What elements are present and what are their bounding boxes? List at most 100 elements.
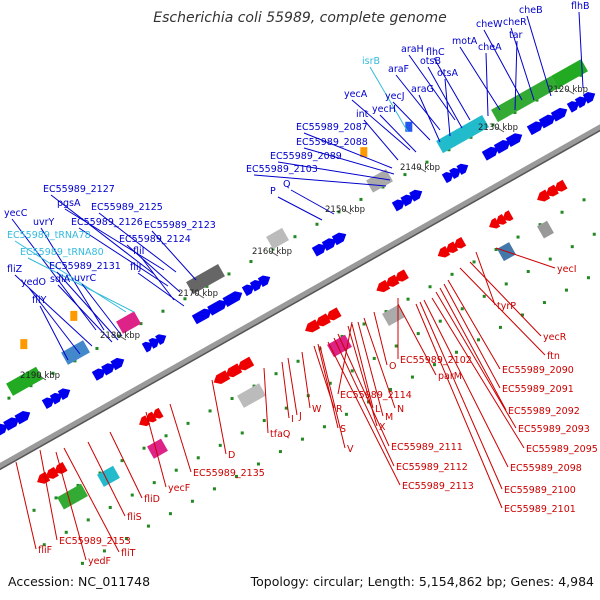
gene-feature[interactable] [321,238,337,251]
gene-label-forward[interactable]: otsB [420,56,441,67]
gene-feature[interactable] [41,397,55,409]
gene-label-reverse[interactable]: L [375,404,381,415]
gene-label-forward[interactable]: fliJ [130,262,141,273]
gene-label-forward[interactable]: EC55989_2088 [296,137,368,148]
gene-feature[interactable] [456,163,469,175]
gene-label-reverse[interactable]: EC55989_2093 [518,424,590,435]
gene-label-reverse[interactable]: yecF [168,483,190,494]
analysis-block[interactable] [382,304,405,327]
gene-label-forward[interactable]: cheR [503,17,527,28]
gene-label-forward[interactable]: int [356,109,369,120]
analysis-block[interactable] [97,465,120,487]
gene-label-reverse[interactable]: EC55989_2135 [193,468,265,479]
gene-feature[interactable] [148,337,160,349]
gene-feature[interactable] [257,275,271,288]
gene-feature[interactable] [554,179,568,192]
gene-label-forward[interactable]: cheA [478,42,502,53]
gene-feature[interactable] [526,121,544,136]
gene-feature[interactable] [237,356,255,371]
analysis-block[interactable] [116,311,141,334]
gene-label-forward[interactable]: EC55989_2126 [71,217,143,228]
gene-feature[interactable] [191,308,212,325]
analysis-block[interactable] [266,227,289,250]
gene-label-forward[interactable]: cheW [476,19,503,30]
gene-feature[interactable] [139,415,151,427]
analysis-block[interactable] [537,220,554,239]
gene-feature[interactable] [222,291,243,307]
analysis-block[interactable] [186,264,225,295]
gene-feature[interactable] [566,101,580,113]
gene-feature[interactable] [155,334,167,345]
gene-label-forward[interactable]: EC55989_tRNA80 [20,247,104,258]
gene-label-forward[interactable]: EC55989_2125 [91,202,163,213]
gene-label-reverse[interactable]: EC55989_2098 [510,463,582,474]
gene-feature[interactable] [550,107,568,122]
gene-label-reverse[interactable]: S [340,424,346,435]
gene-label-forward[interactable]: EC55989_2087 [296,122,368,133]
gene-feature[interactable] [445,241,459,254]
gene-feature[interactable] [57,388,71,400]
gene-label-reverse[interactable]: I [291,414,294,425]
gene-label-forward[interactable]: flhC [426,47,445,58]
gene-feature[interactable] [207,299,227,316]
gene-feature[interactable] [502,210,514,222]
gene-feature[interactable] [311,243,327,257]
gene-label-forward[interactable]: pgsA [57,198,81,209]
gene-label-reverse[interactable]: yecI [557,264,577,275]
gene-label-forward[interactable]: tar [509,30,523,41]
gene-label-forward[interactable]: EC55989_2124 [119,234,191,245]
gene-label-forward[interactable]: P [270,186,276,197]
gene-label-forward[interactable]: fliZ [7,264,23,275]
gene-feature[interactable] [241,284,255,297]
gene-label-reverse[interactable]: tyrP [497,301,516,312]
gene-label-forward[interactable]: EC55989_2089 [270,151,342,162]
gene-feature[interactable] [574,96,588,109]
feature-mark[interactable] [70,310,78,321]
analysis-block[interactable] [6,366,43,396]
gene-label-reverse[interactable]: J [298,411,302,422]
gene-feature[interactable] [49,392,63,405]
gene-label-forward[interactable]: Q [283,179,290,190]
gene-label-forward[interactable]: araF [388,64,409,75]
gene-label-forward[interactable]: isrB [362,56,380,67]
analysis-block[interactable] [61,340,90,365]
gene-label-reverse[interactable]: EC55989_2090 [502,365,574,376]
gene-label-reverse[interactable]: EC55989_2114 [340,390,412,401]
gene-feature[interactable] [582,92,596,104]
gene-feature[interactable] [152,407,164,419]
gene-feature[interactable] [91,368,106,381]
gene-feature[interactable] [489,217,501,229]
gene-label-reverse[interactable]: tfaQ [270,429,290,440]
analysis-block[interactable] [237,383,266,408]
gene-label-reverse[interactable]: V [347,444,354,455]
gene-feature[interactable] [213,370,231,384]
gene-label-forward[interactable]: yecC [4,208,28,219]
gene-label-reverse[interactable]: EC55989_2102 [400,355,472,366]
gene-feature[interactable] [449,167,461,180]
gene-feature[interactable] [400,194,414,207]
gene-feature[interactable] [481,146,499,161]
gene-label-reverse[interactable]: EC55989_2095 [526,444,598,455]
gene-label-forward[interactable]: fliI [133,246,144,257]
gene-label-forward[interactable]: otsA [437,68,458,79]
gene-label-reverse[interactable]: W [312,404,322,415]
analysis-block[interactable] [147,438,168,459]
gene-label-reverse[interactable]: yecR [543,332,567,343]
gene-label-reverse[interactable]: parM [438,371,462,382]
gene-label-forward[interactable]: EC55989_2123 [144,220,216,231]
gene-label-reverse[interactable]: EC55989_2100 [504,485,576,496]
gene-label-reverse[interactable]: yedF [88,556,111,567]
gene-label-reverse[interactable]: fliS [127,512,142,523]
gene-feature[interactable] [54,462,68,474]
gene-feature[interactable] [225,363,243,378]
gene-label-forward[interactable]: EC55989_2131 [49,261,121,272]
gene-label-forward[interactable]: flhB [571,1,590,12]
gene-feature[interactable] [305,319,321,333]
gene-feature[interactable] [331,232,347,246]
gene-label-reverse[interactable]: EC55989_2111 [391,442,463,453]
gene-feature[interactable] [409,189,423,202]
gene-label-reverse[interactable]: fliT [121,548,136,559]
gene-feature[interactable] [101,363,115,376]
feature-mark[interactable] [360,147,368,158]
gene-feature[interactable] [538,114,556,129]
